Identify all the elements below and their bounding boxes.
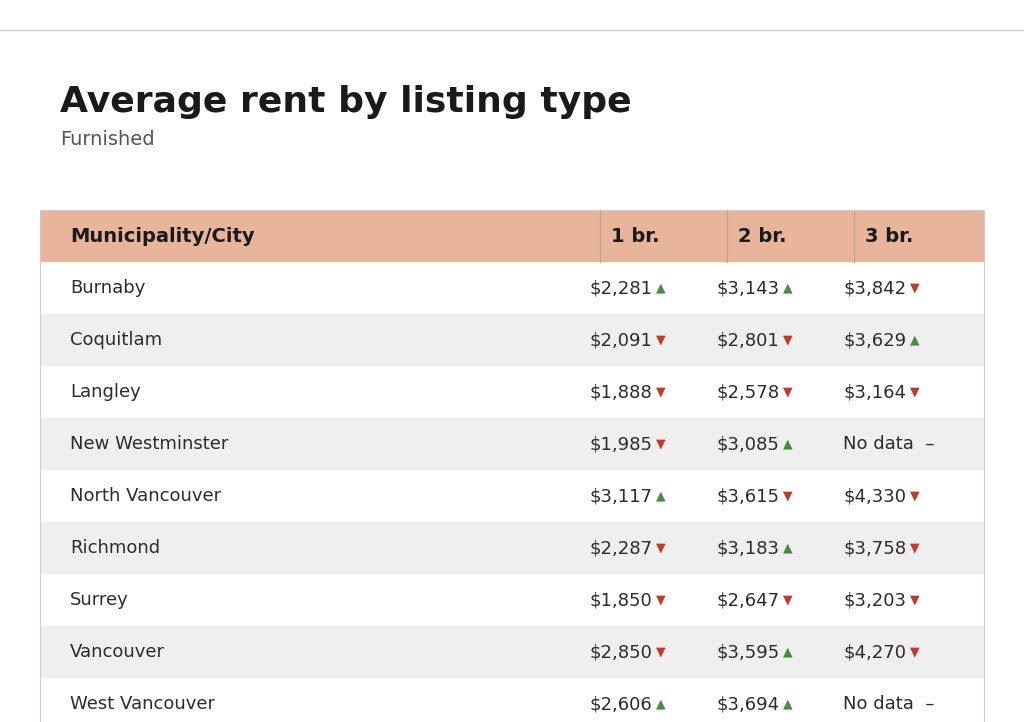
Text: $3,615: $3,615 bbox=[717, 487, 779, 505]
Text: ▼: ▼ bbox=[656, 593, 666, 606]
Text: $3,164: $3,164 bbox=[844, 383, 906, 401]
Text: $2,091: $2,091 bbox=[590, 331, 652, 349]
Text: North Vancouver: North Vancouver bbox=[70, 487, 221, 505]
Text: ▼: ▼ bbox=[910, 282, 920, 295]
Text: No data  –: No data – bbox=[844, 435, 935, 453]
Text: $3,595: $3,595 bbox=[717, 643, 779, 661]
Text: ▼: ▼ bbox=[783, 334, 793, 347]
Text: ▲: ▲ bbox=[783, 697, 793, 710]
Text: ▲: ▲ bbox=[910, 334, 920, 347]
Text: $3,183: $3,183 bbox=[717, 539, 779, 557]
Text: Coquitlam: Coquitlam bbox=[70, 331, 162, 349]
Bar bbox=[40, 626, 984, 678]
Text: Langley: Langley bbox=[70, 383, 140, 401]
Text: Average rent by listing type: Average rent by listing type bbox=[60, 85, 632, 119]
Bar bbox=[40, 210, 984, 722]
Text: 1 br.: 1 br. bbox=[610, 227, 659, 245]
Bar bbox=[40, 418, 984, 470]
Text: ▲: ▲ bbox=[783, 542, 793, 554]
Text: $3,143: $3,143 bbox=[717, 279, 779, 297]
Text: $4,330: $4,330 bbox=[844, 487, 906, 505]
Text: ▲: ▲ bbox=[783, 645, 793, 658]
Text: $3,842: $3,842 bbox=[844, 279, 906, 297]
Text: Burnaby: Burnaby bbox=[70, 279, 145, 297]
Text: ▼: ▼ bbox=[783, 593, 793, 606]
Text: ▼: ▼ bbox=[656, 386, 666, 399]
Text: $2,281: $2,281 bbox=[590, 279, 652, 297]
Text: ▼: ▼ bbox=[910, 386, 920, 399]
Text: $2,647: $2,647 bbox=[717, 591, 779, 609]
Text: $4,270: $4,270 bbox=[844, 643, 906, 661]
Text: ▲: ▲ bbox=[783, 438, 793, 451]
Text: ▲: ▲ bbox=[656, 490, 666, 503]
Text: $2,606: $2,606 bbox=[590, 695, 652, 713]
Text: New Westminster: New Westminster bbox=[70, 435, 228, 453]
Bar bbox=[40, 262, 984, 314]
Text: ▼: ▼ bbox=[656, 542, 666, 554]
Text: $1,985: $1,985 bbox=[590, 435, 652, 453]
Bar bbox=[40, 678, 984, 722]
Text: $3,203: $3,203 bbox=[844, 591, 906, 609]
Text: 2 br.: 2 br. bbox=[737, 227, 786, 245]
Text: $2,850: $2,850 bbox=[590, 643, 652, 661]
Text: ▲: ▲ bbox=[656, 697, 666, 710]
Text: ▼: ▼ bbox=[656, 438, 666, 451]
Text: Surrey: Surrey bbox=[70, 591, 129, 609]
Text: $2,578: $2,578 bbox=[717, 383, 779, 401]
Text: Vancouver: Vancouver bbox=[70, 643, 165, 661]
Text: $3,694: $3,694 bbox=[717, 695, 779, 713]
Text: ▼: ▼ bbox=[910, 593, 920, 606]
Text: ▼: ▼ bbox=[783, 386, 793, 399]
Text: $2,801: $2,801 bbox=[717, 331, 779, 349]
Text: $2,287: $2,287 bbox=[590, 539, 652, 557]
Text: $1,888: $1,888 bbox=[590, 383, 652, 401]
Text: ▲: ▲ bbox=[783, 282, 793, 295]
Text: ▼: ▼ bbox=[910, 542, 920, 554]
Text: ▼: ▼ bbox=[910, 490, 920, 503]
Text: $3,117: $3,117 bbox=[590, 487, 652, 505]
Text: Municipality/City: Municipality/City bbox=[70, 227, 255, 245]
Text: ▼: ▼ bbox=[656, 334, 666, 347]
Text: ▼: ▼ bbox=[656, 645, 666, 658]
Text: ▼: ▼ bbox=[783, 490, 793, 503]
Text: $3,629: $3,629 bbox=[844, 331, 906, 349]
Bar bbox=[40, 470, 984, 522]
Bar bbox=[40, 366, 984, 418]
Text: West Vancouver: West Vancouver bbox=[70, 695, 215, 713]
Text: No data  –: No data – bbox=[844, 695, 935, 713]
Text: 3 br.: 3 br. bbox=[865, 227, 913, 245]
Bar bbox=[40, 574, 984, 626]
Text: ▼: ▼ bbox=[910, 645, 920, 658]
Bar bbox=[40, 522, 984, 574]
Bar bbox=[40, 314, 984, 366]
Text: $3,085: $3,085 bbox=[717, 435, 779, 453]
Text: Richmond: Richmond bbox=[70, 539, 160, 557]
Text: Furnished: Furnished bbox=[60, 130, 155, 149]
Text: ▲: ▲ bbox=[656, 282, 666, 295]
Bar bbox=[40, 210, 984, 262]
Text: $1,850: $1,850 bbox=[590, 591, 652, 609]
Text: $3,758: $3,758 bbox=[844, 539, 906, 557]
